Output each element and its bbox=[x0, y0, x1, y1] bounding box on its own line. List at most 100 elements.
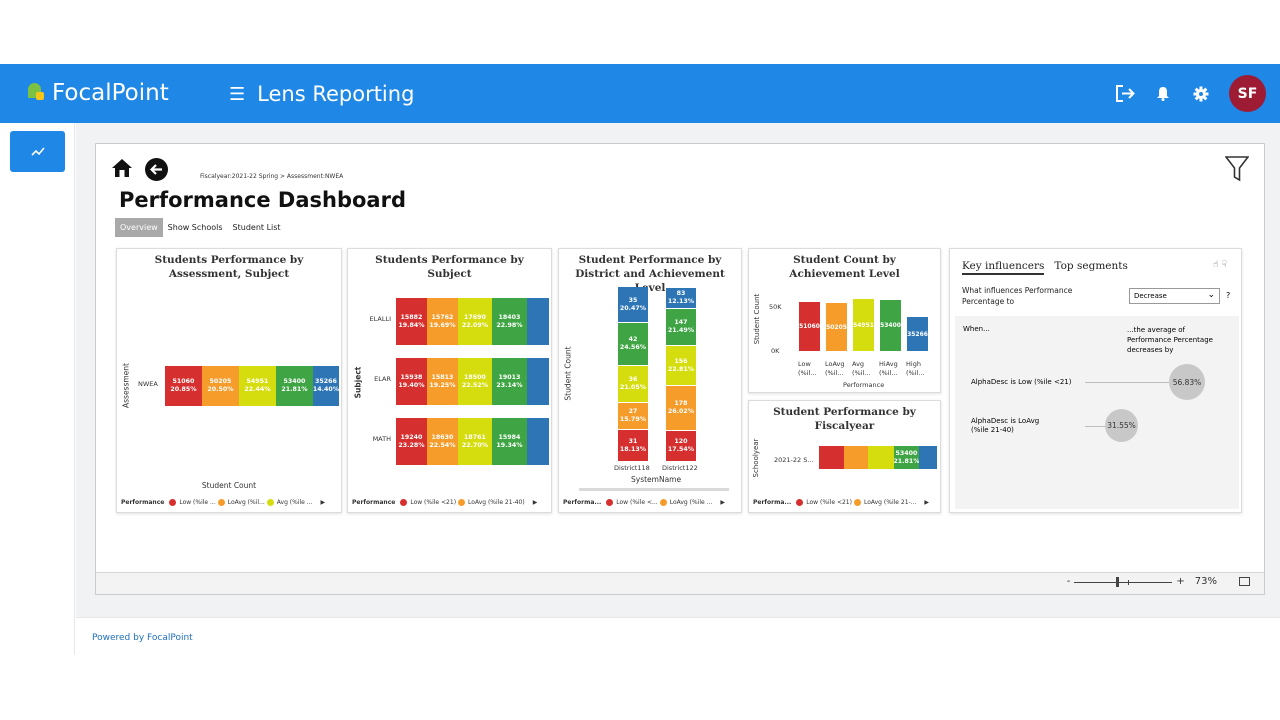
bar-segment[interactable]: 17690 22.09% bbox=[458, 298, 492, 345]
bar-segment[interactable]: 15813 19.25% bbox=[427, 358, 458, 405]
bar-segment[interactable]: 15882 19.84% bbox=[396, 298, 427, 345]
report-tabs: Overview Show Schools Student List bbox=[115, 218, 286, 237]
key-influencer-tabs: Key influencers Top segments bbox=[962, 260, 1128, 275]
zoom-slider-handle[interactable] bbox=[1116, 576, 1120, 587]
category-label: 2021-22 S... bbox=[774, 456, 814, 464]
bar-segment[interactable]: 15762 19.69% bbox=[427, 298, 458, 345]
legend-item: Avg (%ile ... bbox=[276, 499, 313, 506]
column-bar[interactable]: 35266 bbox=[907, 317, 928, 351]
column-segment[interactable]: 42 24.56% bbox=[618, 323, 648, 365]
direction-select[interactable]: Decrease ⌄ bbox=[1129, 288, 1220, 304]
influencer-value-bubble[interactable]: 56.83% bbox=[1169, 364, 1205, 400]
zoom-slider[interactable] bbox=[1074, 576, 1173, 587]
fit-to-page-icon[interactable] bbox=[1239, 577, 1250, 586]
bar-segment[interactable]: 18761 22.70% bbox=[458, 418, 492, 465]
column-segment[interactable]: 83 12.13% bbox=[666, 288, 696, 308]
sidebar bbox=[0, 123, 75, 655]
column-segment[interactable]: 31 18.13% bbox=[618, 430, 648, 461]
help-icon[interactable]: ? bbox=[1226, 291, 1231, 300]
column-segment[interactable]: 156 22.81% bbox=[666, 346, 696, 385]
stacked-bar[interactable]: 53400 21.81% bbox=[819, 446, 939, 469]
bar-segment[interactable]: 53400 21.81% bbox=[893, 446, 920, 469]
bar-segment[interactable]: 18500 22.52% bbox=[458, 358, 492, 405]
stacked-bar[interactable]: 15938 19.40% 15813 19.25% 18500 22.52% 19013 23… bbox=[396, 358, 549, 405]
bar-segment[interactable] bbox=[527, 358, 549, 405]
column-segment[interactable]: 178 26.02% bbox=[666, 386, 696, 430]
bar-segment[interactable] bbox=[868, 446, 894, 469]
chart-performance-by-fiscalyear[interactable]: Student Performance by Fiscalyear School… bbox=[748, 400, 941, 513]
column-segment[interactable]: 36 21.05% bbox=[618, 366, 648, 402]
legend-next-icon[interactable]: ▶ bbox=[924, 499, 930, 506]
chart-performance-by-assessment[interactable]: Students Performance by Assessment, Subj… bbox=[116, 248, 342, 513]
column-segment[interactable]: 120 17.54% bbox=[666, 431, 696, 461]
column-bar[interactable]: 51060 bbox=[799, 302, 820, 351]
zoom-in-button[interactable]: + bbox=[1176, 576, 1185, 587]
bar-segment[interactable]: 54951 22.44% bbox=[239, 366, 276, 406]
bar-segment[interactable]: 15938 19.40% bbox=[396, 358, 427, 405]
bar-segment[interactable]: 51060 20.85% bbox=[165, 366, 202, 406]
data-label: 50205 bbox=[826, 323, 847, 331]
legend-dot bbox=[606, 499, 614, 506]
y-axis-label: Subject bbox=[353, 366, 363, 399]
tab-student-list[interactable]: Student List bbox=[232, 223, 281, 232]
bar-segment[interactable] bbox=[919, 446, 937, 469]
y-tick: 0K bbox=[771, 347, 780, 355]
influencer-value-bubble[interactable]: 31.55% bbox=[1105, 409, 1138, 442]
influencer-label[interactable]: AlphaDesc is Low (%ile <21) bbox=[971, 378, 1072, 386]
bar-segment[interactable] bbox=[527, 298, 549, 345]
chart-performance-by-subject[interactable]: Students Performance by Subject Subject … bbox=[347, 248, 552, 513]
sidebar-item-reports[interactable] bbox=[10, 131, 65, 172]
user-avatar[interactable]: SF bbox=[1229, 75, 1266, 112]
bar-segment[interactable] bbox=[527, 418, 549, 465]
legend-next-icon[interactable]: ▶ bbox=[532, 499, 538, 506]
tab-top-segments[interactable]: Top segments bbox=[1054, 260, 1128, 272]
bar-segment[interactable] bbox=[819, 446, 844, 469]
column-segment[interactable]: 27 15.79% bbox=[618, 403, 648, 429]
column-bar[interactable]: 50205 bbox=[826, 303, 847, 351]
legend-dot bbox=[659, 499, 667, 506]
chart-performance-by-district[interactable]: Student Performance by District and Achi… bbox=[558, 248, 742, 513]
chart-count-by-achievement[interactable]: Student Count by Achievement Level Stude… bbox=[748, 248, 941, 393]
stacked-bar[interactable]: 19240 23.28% 18630 22.54% 18761 22.70% 15984 19… bbox=[396, 418, 549, 465]
report-status-bar: - + 73% bbox=[96, 572, 1264, 594]
x-tick: Low bbox=[798, 360, 811, 368]
brand-name: FocalPoint bbox=[52, 80, 169, 106]
bar-segment[interactable]: 19240 23.28% bbox=[396, 418, 427, 465]
settings-gear-icon[interactable] bbox=[1191, 84, 1211, 104]
column-segment[interactable]: 147 21.49% bbox=[666, 309, 696, 345]
home-icon[interactable] bbox=[111, 158, 133, 182]
bar-segment[interactable]: 19013 23.14% bbox=[492, 358, 527, 405]
stacked-bar[interactable]: 51060 20.85% 50205 20.50% 54951 22.44% 53400 21… bbox=[165, 366, 339, 406]
legend-next-icon[interactable]: ▶ bbox=[320, 499, 326, 506]
menu-icon[interactable]: ☰ bbox=[229, 83, 246, 105]
bar-segment[interactable]: 53400 21.81% bbox=[276, 366, 313, 406]
stacked-bar[interactable]: 15882 19.84% 15762 19.69% 17690 22.09% 18403 22… bbox=[396, 298, 549, 345]
zoom-out-button[interactable]: - bbox=[1066, 576, 1071, 587]
tab-show-schools[interactable]: Show Schools bbox=[167, 223, 223, 232]
column-segment[interactable]: 35 20.47% bbox=[618, 287, 648, 322]
thumbs-feedback-icon[interactable]: ☝ ☟ bbox=[1213, 260, 1227, 270]
horizontal-scrollbar[interactable] bbox=[579, 488, 729, 491]
column-bar[interactable]: 54951 bbox=[853, 299, 874, 351]
x-tick: (%il... bbox=[852, 369, 871, 377]
tab-overview[interactable]: Overview bbox=[115, 218, 163, 237]
bar-segment[interactable]: 18403 22.98% bbox=[492, 298, 527, 345]
logout-icon[interactable] bbox=[1115, 84, 1135, 104]
chart-legend: Performa... Low (%ile <21) LoAvg (%ile 2… bbox=[753, 499, 929, 506]
influencer-label[interactable]: AlphaDesc is LoAvg (%ile 21-40) bbox=[971, 417, 1040, 434]
connector-line bbox=[1085, 426, 1105, 427]
notifications-bell-icon[interactable] bbox=[1153, 84, 1173, 104]
bar-segment[interactable]: 15984 19.34% bbox=[492, 418, 527, 465]
powered-by-link[interactable]: Powered by FocalPoint bbox=[92, 633, 193, 643]
bar-segment[interactable] bbox=[844, 446, 868, 469]
column-bar[interactable]: 53400 bbox=[880, 300, 901, 351]
brand-logo[interactable]: FocalPoint bbox=[28, 80, 169, 106]
filter-icon[interactable] bbox=[1224, 156, 1250, 187]
bar-segment[interactable]: 18630 22.54% bbox=[427, 418, 458, 465]
back-arrow-icon[interactable] bbox=[145, 158, 168, 181]
bar-segment[interactable]: 35266 14.40% bbox=[313, 366, 339, 406]
bar-segment[interactable]: 50205 20.50% bbox=[202, 366, 239, 406]
legend-next-icon[interactable]: ▶ bbox=[720, 499, 725, 506]
key-influencers-visual[interactable]: Key influencers Top segments ☝ ☟ What in… bbox=[949, 248, 1242, 513]
tab-key-influencers[interactable]: Key influencers bbox=[962, 260, 1045, 275]
